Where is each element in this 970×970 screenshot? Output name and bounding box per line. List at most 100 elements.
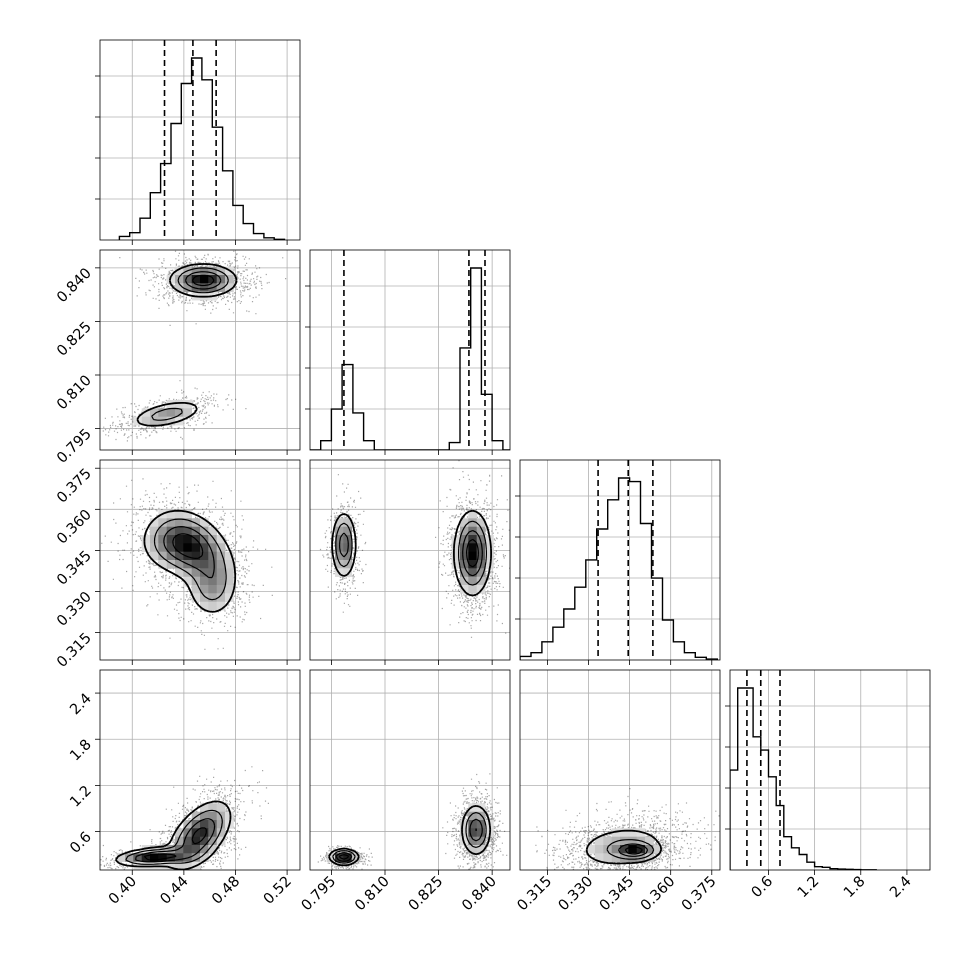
y-tick-label: 0.6 xyxy=(67,829,95,857)
density-cell xyxy=(166,845,176,854)
joint-panel-3-1: 0.795 0.810 0.825 0.840 xyxy=(299,669,511,915)
density-cell xyxy=(476,543,486,552)
density-cell xyxy=(175,543,184,552)
y-tick-label: 2.4 xyxy=(67,691,95,719)
density-cell xyxy=(451,551,461,561)
contour-line xyxy=(143,827,207,861)
density-cell xyxy=(225,275,234,284)
contour-line xyxy=(125,809,223,865)
x-tick-label: 0.825 xyxy=(406,874,447,915)
density-cell xyxy=(225,551,234,561)
density-cell xyxy=(200,551,209,561)
density-cell xyxy=(611,845,621,854)
x-tick-label: 0.795 xyxy=(299,874,340,915)
density-cell xyxy=(343,518,352,527)
joint-content xyxy=(102,250,287,442)
density-cell xyxy=(343,568,352,577)
density-cell xyxy=(476,551,486,561)
joint-content xyxy=(100,766,269,870)
density-cell xyxy=(485,551,494,561)
density-cell xyxy=(208,845,217,854)
density-cell xyxy=(225,811,234,821)
density-cell xyxy=(595,836,604,846)
density-cell xyxy=(468,585,477,594)
panel-frame xyxy=(519,669,721,871)
density-cell xyxy=(225,560,234,569)
density-cell xyxy=(175,400,184,409)
density-cell xyxy=(468,543,477,552)
density-cell xyxy=(208,601,217,611)
density-cell xyxy=(200,275,209,284)
density-cell xyxy=(166,416,176,426)
density-cell xyxy=(476,845,486,854)
density-cell xyxy=(208,568,217,577)
joint-panel-1-0: 0.795 0.810 0.825 0.840 xyxy=(54,249,301,467)
contour-line xyxy=(624,846,643,855)
density-cell xyxy=(175,526,184,536)
joint-panel-2-1 xyxy=(309,459,511,665)
density-cell xyxy=(216,560,226,569)
density-cell xyxy=(476,535,486,544)
density-cell xyxy=(158,551,167,561)
contour-line xyxy=(153,518,227,601)
contour-line xyxy=(339,530,483,577)
contour-line xyxy=(606,839,655,860)
density-cell xyxy=(166,551,176,561)
density-cell xyxy=(208,811,217,821)
density-cell xyxy=(200,853,209,862)
density-cell xyxy=(116,853,126,862)
density-cell xyxy=(183,836,192,846)
density-cell xyxy=(166,518,176,527)
density-cell xyxy=(468,820,477,829)
density-cell xyxy=(175,828,184,837)
density-cell xyxy=(335,551,344,561)
density-cell xyxy=(150,518,159,527)
y-tick-label: 0.825 xyxy=(54,319,95,360)
contour-line xyxy=(335,818,483,862)
density-cell xyxy=(586,845,596,854)
density-cell xyxy=(200,593,209,602)
density-cell xyxy=(476,568,486,577)
density-cell xyxy=(183,283,192,292)
density-cell xyxy=(611,853,621,862)
density-cell xyxy=(200,283,209,292)
hist-panel-1 xyxy=(305,249,511,455)
x-tick-label: 2.4 xyxy=(887,874,915,902)
density-cell xyxy=(166,275,176,284)
density-cell xyxy=(208,535,217,544)
y-tick-label: 0.810 xyxy=(54,373,95,414)
density-cell xyxy=(191,593,201,602)
joint-content xyxy=(535,788,720,870)
density-cell xyxy=(208,526,217,536)
density-cell xyxy=(620,836,629,846)
panel-frame xyxy=(309,459,511,661)
density-cell xyxy=(200,526,209,536)
density-cell xyxy=(216,593,226,602)
histogram-step xyxy=(310,267,510,450)
density-cell xyxy=(200,576,209,586)
density-cell xyxy=(183,518,192,527)
density-cell xyxy=(645,836,654,846)
panel-frame xyxy=(99,459,301,661)
density-cell xyxy=(208,803,217,812)
histogram-step xyxy=(520,477,718,660)
density-cell xyxy=(645,853,654,862)
density-cell xyxy=(476,836,486,846)
x-tick-label: 0.6 xyxy=(749,874,777,902)
density-cell xyxy=(216,803,226,812)
density-cell xyxy=(208,543,217,552)
density-cell xyxy=(225,576,234,586)
y-tick-label: 0.375 xyxy=(54,466,95,507)
density-cell xyxy=(141,535,151,544)
density-cell xyxy=(208,576,217,586)
joint-content xyxy=(319,460,510,638)
density-cell xyxy=(208,836,217,846)
joint-content xyxy=(317,773,508,870)
density-cell xyxy=(175,408,184,417)
x-tick-label: 0.48 xyxy=(209,874,243,908)
density-cell xyxy=(628,836,637,846)
density-cell xyxy=(335,853,344,862)
density-cell xyxy=(200,811,209,821)
density-cell xyxy=(141,845,151,854)
density-cell xyxy=(468,560,477,569)
